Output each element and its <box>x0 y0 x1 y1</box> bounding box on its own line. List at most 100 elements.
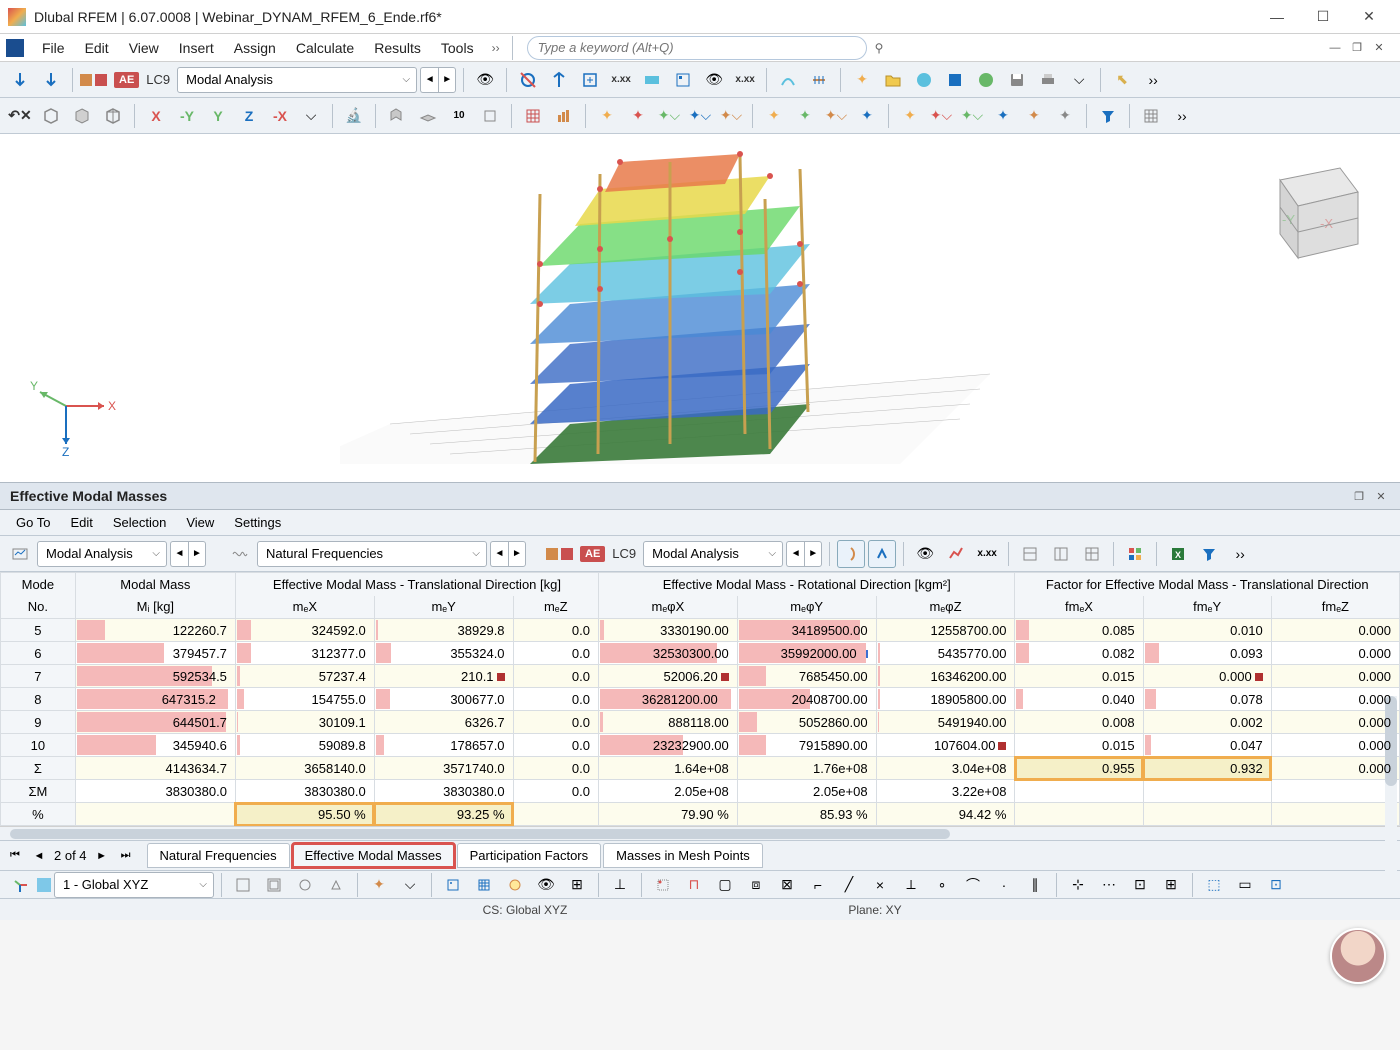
table-cell[interactable]: 79.90 % <box>598 803 737 826</box>
table-cell[interactable]: 59089.8 <box>235 734 374 757</box>
toolbar-icon[interactable] <box>383 102 411 130</box>
column-subheader[interactable]: mₑφZ <box>876 596 1015 619</box>
search-box[interactable] <box>527 36 867 60</box>
table-cell[interactable]: 3571740.0 <box>374 757 513 780</box>
status-icon[interactable] <box>501 871 529 899</box>
microscope-icon[interactable]: 🔬 <box>340 102 368 130</box>
chart-icon[interactable] <box>942 540 970 568</box>
table-cell[interactable]: 0.008 <box>1015 711 1143 734</box>
column-subheader[interactable]: mₑZ <box>513 596 598 619</box>
column-subheader[interactable]: No. <box>1 596 76 619</box>
table-cell[interactable]: 12558700.00 <box>876 619 1015 642</box>
status-icon[interactable] <box>291 871 319 899</box>
status-icon[interactable] <box>229 871 257 899</box>
table-cell[interactable]: 52006.20 <box>598 665 737 688</box>
toolbar-icon[interactable] <box>638 66 666 94</box>
toolbar-icon[interactable] <box>941 66 969 94</box>
column-subheader[interactable]: mₑφY <box>737 596 876 619</box>
panel-menu-selection[interactable]: Selection <box>103 513 176 532</box>
snap-icon[interactable]: ⌒ <box>959 871 987 899</box>
spark-icon[interactable]: ✦ <box>1051 102 1079 130</box>
status-icon[interactable]: ✦ <box>365 871 393 899</box>
column-header[interactable]: Effective Modal Mass - Translational Dir… <box>235 573 598 596</box>
panel-minimize-icon[interactable]: — <box>1326 39 1344 57</box>
table-cell[interactable]: 0.0 <box>513 665 598 688</box>
toolbar-icon[interactable] <box>805 66 833 94</box>
spark-icon[interactable]: ✦⌵ <box>958 102 986 130</box>
spark-icon[interactable]: ✦ <box>593 102 621 130</box>
panel-analysis-combo[interactable]: Modal Analysis <box>643 541 783 567</box>
row-header[interactable]: 6 <box>1 642 76 665</box>
bars-icon[interactable] <box>550 102 578 130</box>
table-cell[interactable]: 3658140.0 <box>235 757 374 780</box>
prev-button[interactable]: ◄ <box>490 541 508 567</box>
eye-icon[interactable]: 👁 <box>532 871 560 899</box>
snap-icon[interactable]: ▭ <box>1231 871 1259 899</box>
table-cell[interactable]: 647315.2 <box>75 688 235 711</box>
grid-icon[interactable] <box>1137 102 1165 130</box>
table-cell[interactable]: 2.05e+08 <box>737 780 876 803</box>
table-cell[interactable]: 23232900.00 <box>598 734 737 757</box>
table-cell[interactable]: 0.015 <box>1015 734 1143 757</box>
save-icon[interactable] <box>1003 66 1031 94</box>
table-cell[interactable]: 85.93 % <box>737 803 876 826</box>
column-header[interactable]: Effective Modal Mass - Rotational Direct… <box>598 573 1014 596</box>
overflow-icon[interactable]: ›› <box>1139 66 1167 94</box>
table-cell[interactable]: 0.078 <box>1143 688 1271 711</box>
spark-icon[interactable]: ✦⌵ <box>927 102 955 130</box>
table-cell[interactable]: 5491940.00 <box>876 711 1015 734</box>
table-cell[interactable]: 0.040 <box>1015 688 1143 711</box>
snap-icon[interactable]: × <box>866 871 894 899</box>
row-header[interactable]: 7 <box>1 665 76 688</box>
snap-grid-icon[interactable] <box>649 871 677 899</box>
snap-icon[interactable]: ╱ <box>835 871 863 899</box>
snap-icon[interactable]: ∘ <box>928 871 956 899</box>
cube-icon[interactable] <box>37 102 65 130</box>
spark-icon[interactable]: ✦ <box>791 102 819 130</box>
table-cell[interactable]: 3.04e+08 <box>876 757 1015 780</box>
menu-calculate[interactable]: Calculate <box>286 37 364 59</box>
snap-icon[interactable]: ⊠ <box>773 871 801 899</box>
table-cell[interactable]: 0.0 <box>513 711 598 734</box>
table-cell[interactable]: 1.64e+08 <box>598 757 737 780</box>
table-cell[interactable]: 18905800.00 <box>876 688 1015 711</box>
search-settings-icon[interactable]: ⚲ <box>875 41 884 55</box>
table-cell[interactable]: 122260.7 <box>75 619 235 642</box>
table-cell[interactable]: 0.0 <box>513 780 598 803</box>
table-cell[interactable]: 3330190.00 <box>598 619 737 642</box>
result-subtype-combo[interactable]: Natural Frequencies <box>257 541 487 567</box>
toolbar-icon[interactable] <box>576 66 604 94</box>
table-cell[interactable]: 312377.0 <box>235 642 374 665</box>
tab-participation-factors[interactable]: Participation Factors <box>457 843 602 868</box>
toolbar-icon[interactable] <box>476 102 504 130</box>
table-cell[interactable]: 94.42 % <box>876 803 1015 826</box>
table-cell[interactable] <box>1015 780 1143 803</box>
axis-x-icon[interactable]: -X <box>266 102 294 130</box>
table-cell[interactable]: 57237.4 <box>235 665 374 688</box>
table-cell[interactable]: 0.0 <box>513 688 598 711</box>
axis-z-icon[interactable]: Z <box>235 102 263 130</box>
toolbar-icon[interactable] <box>414 102 442 130</box>
toolbar-icon[interactable] <box>545 66 573 94</box>
last-page-button[interactable]: ⏭ <box>117 847 135 865</box>
minimize-button[interactable]: ― <box>1254 2 1300 32</box>
undo-icon[interactable]: ↶✕ <box>6 102 34 130</box>
panel-menu-settings[interactable]: Settings <box>224 513 291 532</box>
table-cell[interactable]: 0.0 <box>513 642 598 665</box>
table-cell[interactable]: 7915890.00 <box>737 734 876 757</box>
search-input[interactable] <box>538 40 856 55</box>
menu-file[interactable]: File <box>32 37 75 59</box>
format-icon[interactable]: x.xx <box>973 540 1001 568</box>
toolbar-icon[interactable]: 👁 <box>700 66 728 94</box>
open-icon[interactable] <box>879 66 907 94</box>
panel-restore-icon[interactable]: ❐ <box>1348 39 1366 57</box>
toolbar-icon[interactable]: x.xx <box>607 66 635 94</box>
spark-icon[interactable]: ✦ <box>624 102 652 130</box>
assistant-avatar[interactable] <box>1330 928 1386 984</box>
panel-close-icon[interactable]: ✕ <box>1370 39 1388 57</box>
table-cell[interactable]: 0.0 <box>513 757 598 780</box>
table-cell[interactable]: 0.047 <box>1143 734 1271 757</box>
row-header[interactable]: 10 <box>1 734 76 757</box>
table-cell[interactable]: 210.1 <box>374 665 513 688</box>
nav-cube[interactable]: -X -Y <box>1250 150 1370 270</box>
